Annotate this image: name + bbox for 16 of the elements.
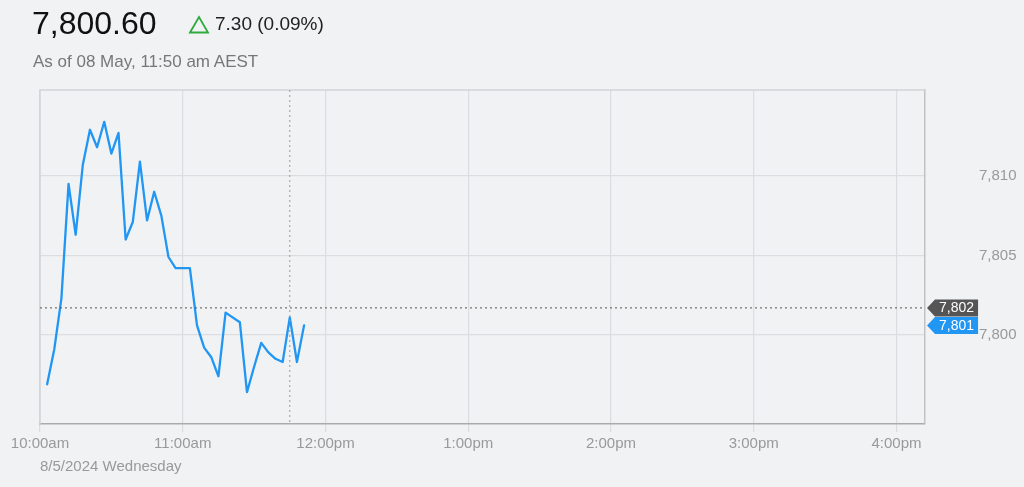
x-tick-label: 1:00pm <box>443 434 494 452</box>
x-tick-label: 3:00pm <box>728 434 779 452</box>
y-tick-label: 7,800 <box>979 325 1017 343</box>
text: 7.30 (0.09%) <box>215 12 324 36</box>
ref-line-label: 7,802 <box>939 299 975 316</box>
x-tick-label: 11:00am <box>154 434 212 452</box>
chart-title: 7,800.60 <box>32 4 157 42</box>
x-axis-title: 8/5/2024 Wednesday <box>40 457 182 475</box>
text: 7,801 <box>939 316 975 333</box>
x-tick-label: 10:00am <box>10 434 70 452</box>
x-tick-label: 12:00pm <box>296 434 355 452</box>
x-tick-label: 4:00pm <box>871 434 922 452</box>
y-tick-label: 7,810 <box>979 166 1017 184</box>
y-tick-label: 7,805 <box>979 245 1017 263</box>
x-tick-label: 2:00pm <box>585 434 636 452</box>
chart-subtitle: As of 08 May, 11:50 am AEST <box>33 51 259 72</box>
